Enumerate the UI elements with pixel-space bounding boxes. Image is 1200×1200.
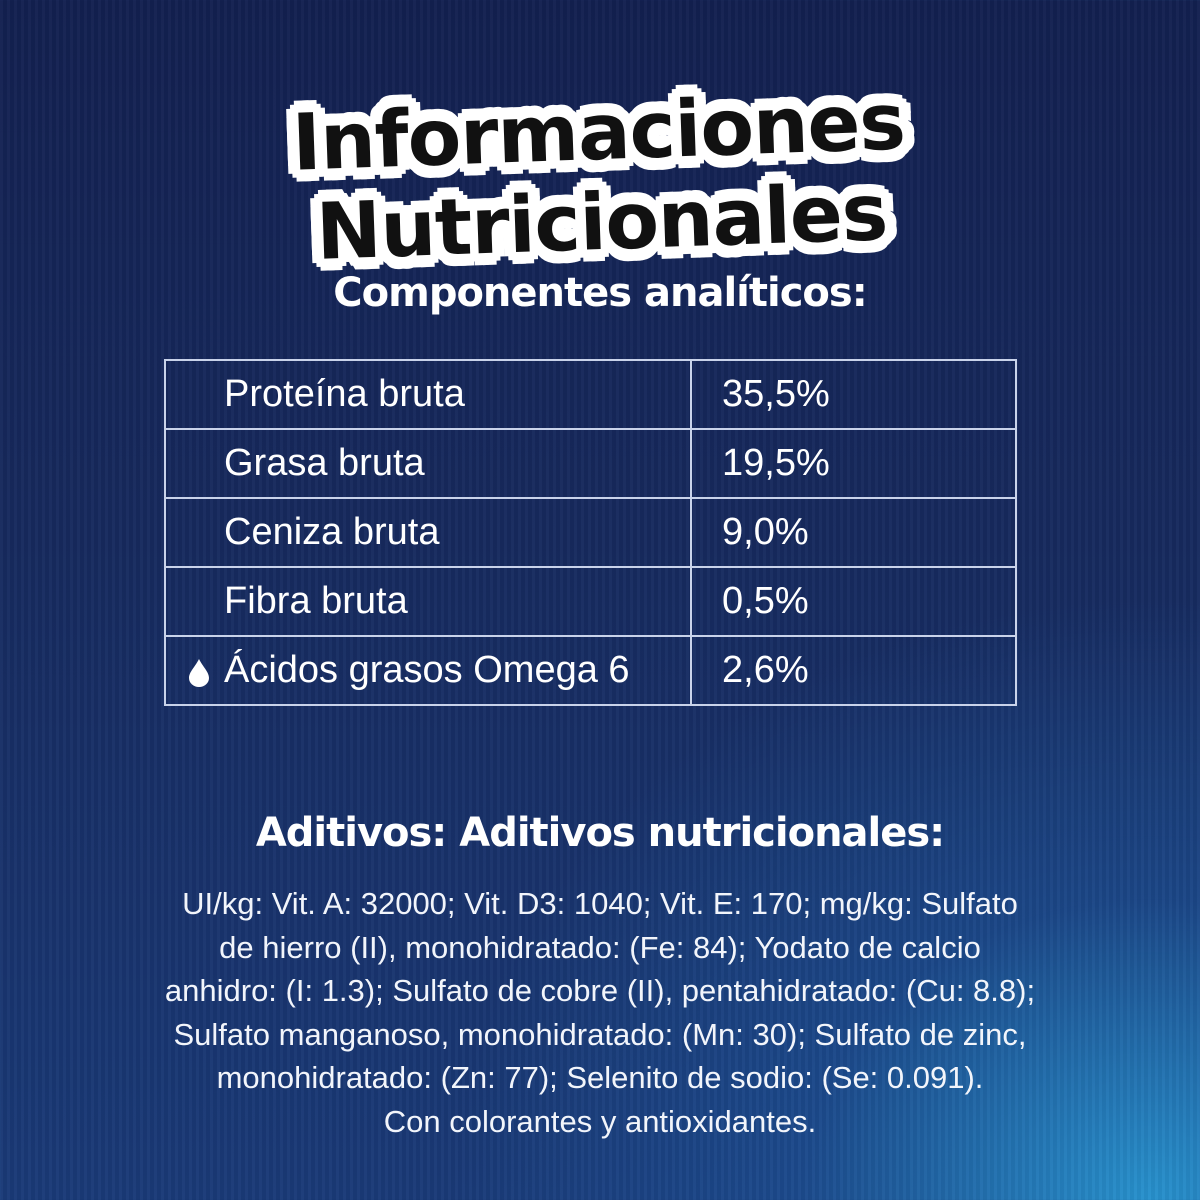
additives-line: de hierro (II), monohidratado: (Fe: 84);… (219, 929, 981, 965)
row-value: 35,5% (690, 359, 1017, 430)
additives-line: monohidratado: (Zn: 77); Selenito de sod… (216, 1060, 984, 1095)
water-drop-icon (189, 659, 209, 687)
row-label: Ceniza bruta (164, 497, 692, 568)
row-label: Proteína bruta (164, 359, 692, 430)
nutrition-table: Proteína bruta 35,5% Grasa bruta 19,5% Cen… (164, 359, 1017, 706)
additives-line: anhidro: (I: 1.3); Sulfato de cobre (II)… (164, 973, 1036, 1008)
table-row: Proteína bruta 35,5% (164, 359, 1017, 430)
page-title: Informaciones Nutricionales (290, 77, 907, 278)
row-label: Fibra bruta (164, 566, 692, 637)
table-row: Ceniza bruta 9,0% (164, 497, 1017, 568)
additives-line: Sulfato manganoso, monohidratado: (Mn: 3… (173, 1016, 1027, 1052)
row-value: 9,0% (690, 497, 1017, 568)
row-label: Grasa bruta (164, 428, 692, 499)
table-row: Fibra bruta 0,5% (164, 566, 1017, 637)
additives-line: UI/kg: Vit. A: 32000; Vit. D3: 1040; Vit… (182, 886, 1018, 921)
additives-heading: Aditivos: Aditivos nutricionales: (255, 810, 945, 856)
additives-line: Con colorantes y antioxidantes. (383, 1103, 817, 1139)
row-label-cell: Ácidos grasos Omega 6 (164, 635, 692, 706)
components-heading: Componentes analíticos: (333, 270, 867, 316)
row-value: 2,6% (690, 635, 1017, 706)
row-value: 0,5% (690, 566, 1017, 637)
table-row: Grasa bruta 19,5% (164, 428, 1017, 499)
row-value: 19,5% (690, 428, 1017, 499)
additives-text: UI/kg: Vit. A: 32000; Vit. D3: 1040; Vit… (80, 882, 1120, 1143)
table-row: Ácidos grasos Omega 6 2,6% (164, 635, 1017, 706)
row-label: Ácidos grasos Omega 6 (224, 649, 630, 691)
